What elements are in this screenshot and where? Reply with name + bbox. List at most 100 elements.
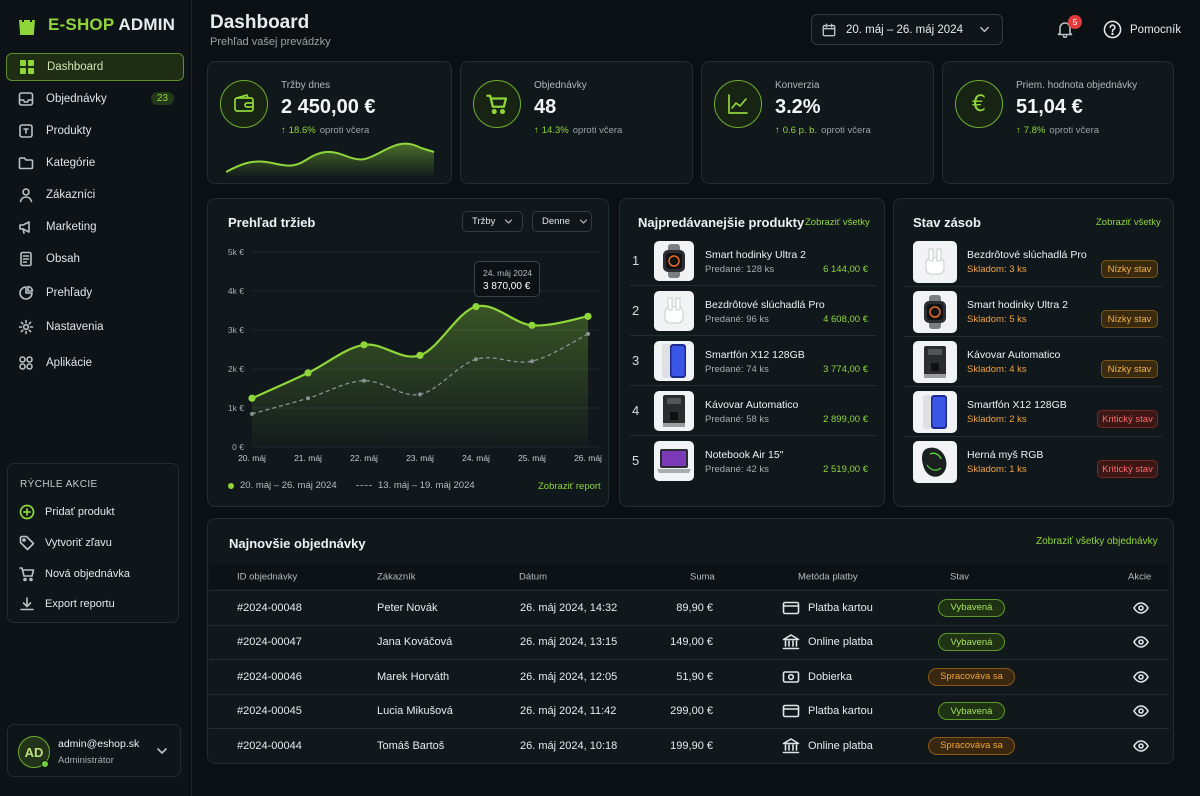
view-all-link[interactable]: Zobraziť všetky bbox=[1096, 217, 1161, 228]
product-rank: 3 bbox=[632, 353, 640, 368]
sidebar-item-content[interactable]: Obsah bbox=[6, 245, 184, 273]
section-title: Najpredávanejšie produkty bbox=[638, 215, 805, 230]
bank-icon bbox=[782, 633, 800, 651]
product-row[interactable]: 2 Bezdrôtové slúchadlá Pro Predané: 96 k… bbox=[630, 286, 876, 336]
y-tick-label: 1k € bbox=[228, 403, 244, 413]
sidebar-item-label: Zákazníci bbox=[46, 189, 96, 201]
sidebar-item-categories[interactable]: Kategórie bbox=[6, 149, 184, 177]
eye-icon[interactable] bbox=[1133, 601, 1149, 615]
view-report-link[interactable]: Zobraziť report bbox=[538, 481, 601, 492]
product-row[interactable]: 1 Smart hodinky Ultra 2 Predané: 128 ks … bbox=[630, 236, 876, 286]
period-select[interactable]: Denne bbox=[532, 211, 592, 232]
eye-icon[interactable] bbox=[1133, 635, 1149, 649]
order-date: 26. máj 2024, 10:18 bbox=[520, 739, 618, 752]
stat-card-orders: Objednávky 48 ↑ 14.3% oproti včera bbox=[460, 61, 693, 184]
date-range-picker[interactable]: 20. máj – 26. máj 2024 bbox=[811, 14, 1003, 45]
metric-select[interactable]: Tržby bbox=[462, 211, 523, 232]
chevron-down-icon bbox=[579, 219, 588, 224]
sidebar-item-reports[interactable]: Prehľady bbox=[6, 279, 184, 307]
eye-icon[interactable] bbox=[1133, 739, 1149, 753]
stat-label: Tržby dnes bbox=[281, 80, 331, 91]
help-button[interactable]: Pomocník bbox=[1103, 20, 1181, 39]
chart-tooltip: 24. máj 2024 3 870,00 € bbox=[474, 261, 540, 297]
orders-table-header: ID objednávky Zákazník Dátum Suma Metóda… bbox=[209, 564, 1169, 589]
sidebar-item-orders[interactable]: Objednávky 23 bbox=[6, 85, 184, 113]
notification-count-badge: 5 bbox=[1068, 15, 1082, 29]
card-icon bbox=[782, 599, 800, 617]
grid-icon bbox=[20, 60, 34, 74]
sidebar-item-marketing[interactable]: Marketing bbox=[6, 213, 184, 241]
order-id: #2024-00045 bbox=[237, 705, 302, 718]
column-header: Stav bbox=[950, 571, 970, 582]
stock-status-badge: Nízky stav bbox=[1101, 260, 1158, 278]
quick-action-create-discount[interactable]: Vytvoriť zľavu bbox=[19, 535, 112, 551]
stock-row[interactable]: Herná myš RGB Skladom: 1 ks Kritický sta… bbox=[904, 437, 1162, 487]
top-products-card: Najpredávanejšie produkty Zobraziť všetk… bbox=[619, 198, 885, 507]
pie-chart-icon bbox=[19, 285, 34, 300]
stock-row[interactable]: Bezdrôtové slúchadlá Pro Skladom: 3 ks N… bbox=[904, 237, 1162, 287]
tag-icon bbox=[19, 535, 35, 551]
order-date: 26. máj 2024, 11:42 bbox=[520, 705, 617, 718]
stock-product-name: Kávovar Automatico bbox=[967, 349, 1061, 361]
sidebar-item-products[interactable]: Produkty bbox=[6, 117, 184, 145]
product-sold: Predané: 96 ks bbox=[705, 314, 769, 325]
cart-icon bbox=[19, 567, 35, 582]
table-row[interactable]: #2024-00048 Peter Novák 26. máj 2024, 14:3… bbox=[209, 590, 1169, 625]
folder-icon bbox=[18, 157, 34, 170]
sidebar-item-settings[interactable]: Nastavenia bbox=[6, 313, 184, 341]
earbuds-icon bbox=[654, 291, 694, 331]
table-row[interactable]: #2024-00046 Marek Horváth 26. máj 2024, 12… bbox=[209, 659, 1169, 694]
order-status-badge: Spracováva sa bbox=[928, 736, 1015, 755]
watch-icon bbox=[654, 241, 694, 281]
bell-icon[interactable] bbox=[1056, 20, 1074, 38]
page-subtitle: Prehľad vašej prevádzky bbox=[210, 36, 331, 48]
order-sum: 51,90 € bbox=[676, 670, 713, 683]
sidebar-item-apps[interactable]: Aplikácie bbox=[6, 349, 184, 377]
product-row[interactable]: 3 Smartfón X12 128GB Predané: 74 ks 3 77… bbox=[630, 336, 876, 386]
product-row[interactable]: 4 Kávovar Automatico Predané: 58 ks 2 89… bbox=[630, 386, 876, 436]
metric-select-value: Tržby bbox=[472, 216, 496, 227]
order-sum: 299,00 € bbox=[670, 705, 713, 718]
quick-action-add-product[interactable]: Pridať produkt bbox=[19, 504, 115, 520]
table-row[interactable]: #2024-00044 Tomáš Bartoš 26. máj 2024, 10:… bbox=[209, 728, 1169, 763]
brand-suffix: ADMIN bbox=[118, 15, 176, 34]
table-row[interactable]: #2024-00047 Jana Kováčová 26. máj 2024, 13… bbox=[209, 624, 1169, 660]
stat-card-conversion: Konverzia 3.2% ↑ 0.6 p. b. oproti včera bbox=[701, 61, 934, 184]
y-tick-label: 0 € bbox=[232, 442, 244, 452]
sidebar-item-customers[interactable]: Zákazníci bbox=[6, 181, 184, 209]
stat-icon-container bbox=[473, 80, 521, 128]
eye-icon[interactable] bbox=[1133, 704, 1149, 718]
legend-swatch bbox=[228, 482, 234, 489]
stock-row[interactable]: Kávovar Automatico Skladom: 4 ks Nízky s… bbox=[904, 337, 1162, 387]
watch-icon bbox=[913, 291, 957, 333]
legend-label: 13. máj – 19. máj 2024 bbox=[378, 480, 475, 491]
sidebar-item-label: Marketing bbox=[46, 221, 97, 233]
sidebar-item-label: Dashboard bbox=[47, 61, 104, 73]
coffee-machine-icon bbox=[913, 341, 957, 383]
quick-action-new-order[interactable]: Nová objednávka bbox=[19, 566, 130, 582]
orders-count-badge: 23 bbox=[150, 92, 174, 105]
table-row[interactable]: #2024-00045 Lucia Mikušová 26. máj 2024, 1… bbox=[209, 693, 1169, 729]
mouse-icon bbox=[913, 441, 957, 483]
stat-value: 2 450,00 € bbox=[281, 96, 376, 118]
sidebar: E-SHOP ADMIN Dashboard Objednávky 23 Pro… bbox=[0, 0, 192, 796]
sidebar-item-dashboard[interactable]: Dashboard bbox=[6, 53, 184, 81]
view-all-link[interactable]: Zobraziť všetky bbox=[805, 217, 870, 228]
laptop-icon bbox=[654, 441, 694, 481]
brand-logo[interactable]: E-SHOP ADMIN bbox=[16, 12, 175, 38]
column-header: ID objednávky bbox=[237, 571, 298, 582]
payment-method: Dobierka bbox=[808, 670, 853, 683]
section-title: Stav zásob bbox=[913, 215, 981, 230]
data-point-current bbox=[248, 394, 256, 402]
stock-row[interactable]: Smart hodinky Ultra 2 Skladom: 5 ks Nízk… bbox=[904, 287, 1162, 337]
stock-quantity: Skladom: 4 ks bbox=[967, 364, 1027, 375]
stat-delta: ↑ 7.8% oproti včera bbox=[1016, 125, 1100, 136]
eye-icon[interactable] bbox=[1133, 670, 1149, 684]
view-all-orders-link[interactable]: Zobraziť všetky objednávky bbox=[1036, 536, 1158, 547]
latest-orders-card: Najnovšie objednávky Zobraziť všetky obj… bbox=[207, 518, 1174, 764]
product-row[interactable]: 5 Notebook Air 15" Predané: 42 ks 2 519,… bbox=[630, 436, 876, 486]
stock-row[interactable]: Smartfón X12 128GB Skladom: 2 ks Kritick… bbox=[904, 387, 1162, 437]
user-menu[interactable]: AD admin@eshop.sk Administrátor bbox=[7, 724, 181, 777]
quick-action-export-report[interactable]: Export reportu bbox=[19, 596, 115, 612]
download-icon bbox=[20, 597, 34, 611]
